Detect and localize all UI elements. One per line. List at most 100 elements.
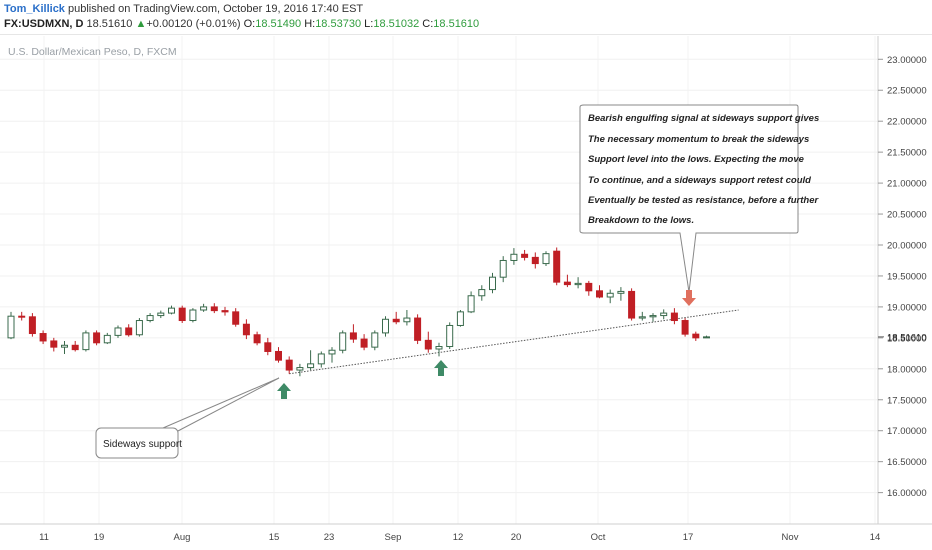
candle[interactable] — [574, 277, 582, 289]
candle[interactable] — [328, 347, 336, 363]
candle[interactable] — [82, 330, 90, 352]
candle[interactable] — [467, 291, 475, 314]
candle-body-up — [649, 315, 657, 318]
candle-body-down — [264, 342, 272, 352]
candle[interactable] — [628, 288, 636, 321]
candle[interactable] — [553, 247, 561, 286]
support-annotation-callout[interactable]: Sideways support — [95, 377, 280, 459]
time-axis: 11 19 Aug 15 23 Sep 12 20 Oct 17 Nov 14 — [39, 532, 880, 543]
candle[interactable] — [221, 306, 229, 316]
candle[interactable] — [339, 330, 347, 354]
candle[interactable] — [189, 308, 197, 323]
candle[interactable] — [200, 303, 208, 312]
candlestick-series — [7, 247, 710, 377]
publish-line: Tom_Killick published on TradingView.com… — [4, 3, 363, 15]
candle-body-down — [242, 323, 250, 336]
candle[interactable] — [275, 347, 282, 363]
candle-body-up — [499, 259, 507, 278]
candle[interactable] — [692, 331, 700, 341]
candle[interactable] — [114, 325, 122, 338]
candle[interactable] — [93, 330, 101, 346]
candle[interactable] — [168, 305, 175, 315]
low-value: 18.51032 — [373, 18, 420, 30]
y-tick-label: 16.50000 — [887, 457, 927, 468]
symbol-label[interactable]: FX:USDMXN, D — [4, 18, 84, 30]
author-link[interactable]: Tom_Killick — [4, 3, 65, 15]
candle[interactable] — [360, 334, 368, 351]
candle-body-up — [456, 311, 464, 326]
candle[interactable] — [670, 308, 678, 325]
candle-body-down — [692, 333, 700, 339]
candle[interactable] — [446, 322, 454, 349]
candle[interactable] — [135, 318, 143, 337]
candle[interactable] — [521, 249, 529, 261]
candle[interactable] — [435, 342, 443, 357]
candle[interactable] — [232, 308, 240, 327]
candle[interactable] — [18, 311, 26, 321]
candle[interactable] — [638, 311, 646, 321]
candle[interactable] — [7, 311, 15, 340]
candle-body-up — [317, 353, 325, 365]
candle[interactable] — [649, 313, 657, 322]
close-value: 18.51610 — [433, 18, 480, 30]
y-tick-label: 18.50000 — [887, 333, 927, 344]
candle[interactable] — [606, 289, 614, 304]
candle[interactable] — [349, 324, 357, 343]
candle[interactable] — [317, 351, 325, 368]
candle[interactable] — [307, 350, 315, 371]
candle[interactable] — [456, 310, 464, 327]
candle[interactable] — [264, 337, 272, 356]
y-tick-label: 17.00000 — [887, 426, 927, 437]
candle[interactable] — [157, 310, 165, 319]
candle[interactable] — [210, 303, 218, 314]
candle[interactable] — [499, 256, 507, 283]
candle[interactable] — [285, 356, 293, 374]
candle[interactable] — [296, 363, 304, 377]
x-tick-label: Oct — [591, 532, 606, 543]
candle[interactable] — [178, 305, 186, 323]
candle-body-down — [275, 350, 282, 361]
candle-body-up — [146, 315, 154, 322]
candle[interactable] — [531, 252, 539, 269]
candle[interactable] — [596, 285, 603, 299]
candle[interactable] — [403, 310, 411, 326]
candle[interactable] — [382, 316, 389, 337]
candle[interactable] — [660, 309, 668, 320]
candle[interactable] — [424, 331, 432, 353]
candle[interactable] — [61, 340, 68, 354]
y-tick-label: 16.00000 — [887, 488, 927, 499]
candle[interactable] — [146, 313, 154, 323]
candle[interactable] — [563, 274, 571, 288]
candle-body-down — [125, 327, 133, 336]
candle[interactable] — [371, 330, 379, 351]
candle[interactable] — [489, 272, 496, 294]
price-value: 18.51610 — [86, 18, 133, 30]
note-line-4: To continue, and a sideways support rete… — [588, 175, 811, 186]
candle[interactable] — [681, 318, 689, 337]
candle[interactable] — [28, 313, 36, 337]
candle[interactable] — [39, 330, 47, 345]
candle[interactable] — [125, 324, 133, 337]
candle[interactable] — [478, 285, 486, 301]
y-tick-label: 19.50000 — [887, 271, 927, 282]
candle[interactable] — [253, 331, 261, 346]
candle[interactable] — [510, 248, 518, 265]
candle[interactable] — [542, 251, 550, 267]
candle[interactable] — [392, 311, 400, 325]
candle[interactable] — [71, 340, 79, 352]
candle-body-up — [339, 332, 347, 351]
candle[interactable] — [703, 335, 710, 339]
main-annotation-callout[interactable]: Bearish engulfing signal at sideways sup… — [579, 104, 820, 293]
candle-body-down — [585, 282, 593, 292]
candle[interactable] — [242, 319, 250, 340]
candle[interactable] — [617, 287, 625, 301]
candle[interactable] — [103, 332, 111, 345]
x-tick-label: Nov — [782, 532, 799, 543]
candle[interactable] — [50, 337, 58, 352]
last-price-label: 18.51610 — [887, 332, 927, 343]
x-tick-label: 23 — [324, 532, 335, 543]
candle[interactable] — [585, 280, 593, 296]
candle[interactable] — [414, 314, 422, 345]
note-line-3: Support level into the lows. Expecting t… — [588, 154, 805, 165]
